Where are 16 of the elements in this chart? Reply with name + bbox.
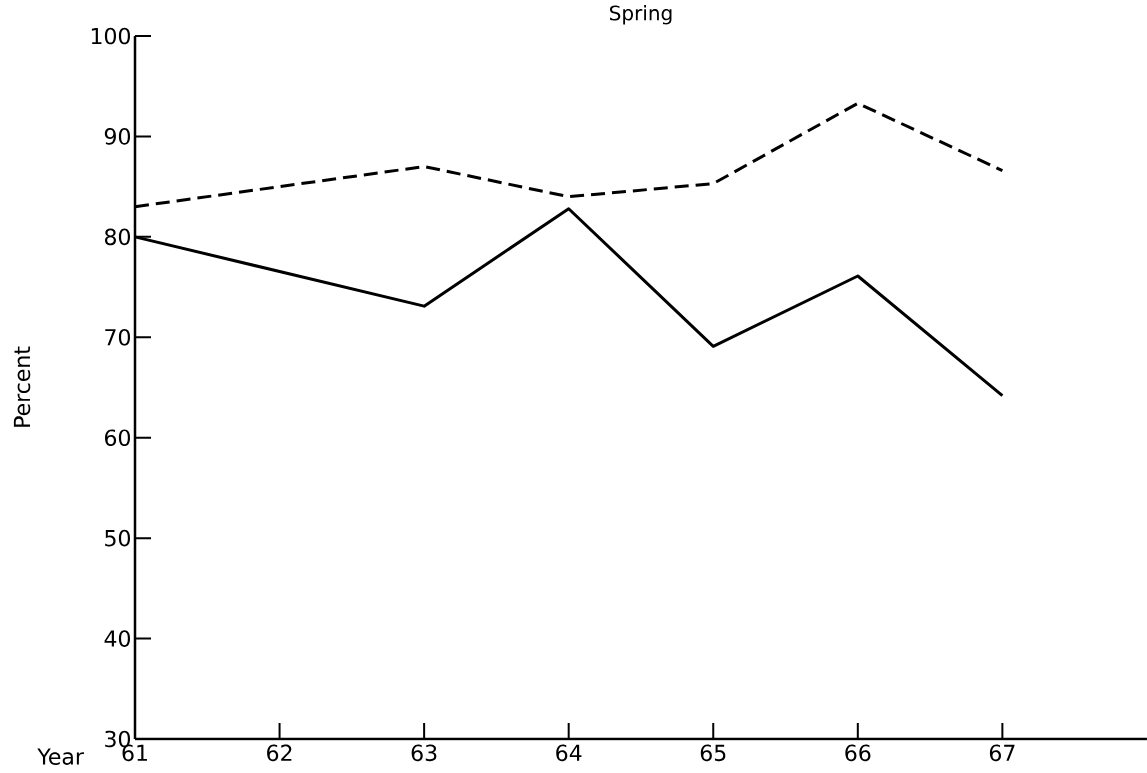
y-tick-label: 50 [105,529,130,547]
x-axis-title: Year [37,748,84,765]
y-tick-label: 100 [91,27,130,45]
y-tick-label: 80 [104,228,130,246]
x-tick-label: 66 [845,744,871,762]
x-tick-label: 62 [267,744,292,762]
y-tick-label: 60 [105,429,130,447]
y-axis-title: Percent [13,346,31,427]
x-tick-label: 67 [989,744,1015,762]
chart-title: Spring [610,5,672,25]
x-tick-label: 65 [700,744,726,762]
x-tick-label: 64 [556,744,582,762]
y-tick-label: 90 [104,128,130,145]
x-tick-label: 63 [411,744,437,762]
y-tick-label: 40 [104,630,130,647]
y-tick-label: 70 [105,328,130,346]
